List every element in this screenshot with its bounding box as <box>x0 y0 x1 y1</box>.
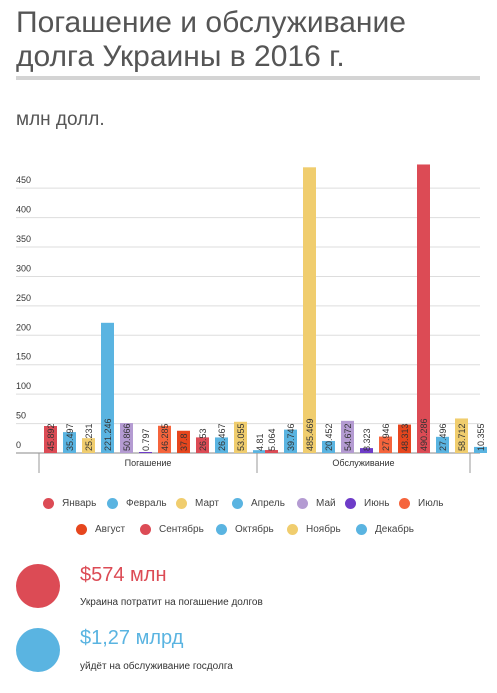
servicing-description: уйдёт на обслуживание госдолга <box>80 661 233 672</box>
y-tick-label: 400 <box>16 205 31 215</box>
bar <box>265 450 278 453</box>
bar <box>120 423 133 453</box>
bar <box>379 436 392 453</box>
data-label: 485.469 <box>305 418 315 451</box>
y-tick-label: 50 <box>16 411 26 421</box>
data-label: 27.496 <box>438 423 448 451</box>
bar <box>436 436 449 453</box>
y-tick-label: 100 <box>16 381 31 391</box>
data-label: 221.246 <box>103 418 113 451</box>
data-label: 0.797 <box>141 428 151 451</box>
title-divider <box>16 76 480 80</box>
bar <box>360 448 373 453</box>
data-label: 10.355 <box>476 423 486 451</box>
y-tick-label: 150 <box>16 352 31 362</box>
repayment-total: $574 млн <box>80 564 167 586</box>
data-label: 46.285 <box>160 423 170 451</box>
y-tick-label: 450 <box>16 175 31 185</box>
data-label: 35.497 <box>65 423 75 451</box>
y-tick-label: 200 <box>16 322 31 332</box>
bar <box>398 424 411 453</box>
data-label: 37.8 <box>179 433 189 451</box>
data-label: 53.055 <box>236 423 246 451</box>
y-tick-label: 250 <box>16 293 31 303</box>
repayment-description: Украина потратит на погашение долгов <box>80 597 263 608</box>
page-title: Погашение и обслуживание долга Украины в… <box>16 6 406 73</box>
bar <box>341 420 354 453</box>
bar <box>284 429 297 453</box>
unit-label: млн долл. <box>16 109 105 130</box>
x-category-label: Обслуживание <box>332 458 394 468</box>
servicing-total: $1,27 млрд <box>80 627 184 649</box>
data-label: 20.452 <box>324 423 334 451</box>
x-category-label: Погашение <box>125 458 172 468</box>
bar <box>44 425 57 453</box>
bar <box>322 440 335 453</box>
bar <box>139 452 152 453</box>
data-label: 54.672 <box>343 423 353 451</box>
bar <box>63 432 76 453</box>
bar <box>455 418 468 453</box>
data-label: 5.064 <box>267 428 277 451</box>
data-label: 39.746 <box>286 423 296 451</box>
data-label: 4.81 <box>255 433 265 451</box>
repayment-circle-icon <box>16 564 60 608</box>
bar <box>303 167 316 453</box>
y-tick-label: 300 <box>16 263 31 273</box>
bar <box>177 430 190 453</box>
data-label: 26.53 <box>198 428 208 451</box>
data-label: 27.946 <box>381 423 391 451</box>
data-label: 25.231 <box>84 423 94 451</box>
data-label: 8.323 <box>362 428 372 451</box>
bar <box>474 446 487 453</box>
bar <box>253 450 266 453</box>
data-label: 50.866 <box>122 423 132 451</box>
bar <box>196 437 209 453</box>
data-label: 26.467 <box>217 423 227 451</box>
bar <box>82 438 95 453</box>
y-tick-label: 0 <box>16 440 21 450</box>
servicing-circle-icon <box>16 628 60 672</box>
bar <box>158 425 171 453</box>
y-tick-label: 350 <box>16 234 31 244</box>
data-label: 490.286 <box>419 418 429 451</box>
data-label: 48.313 <box>400 423 410 451</box>
bar <box>101 322 114 453</box>
bar <box>417 164 430 453</box>
bar <box>215 437 228 453</box>
data-label: 45.892 <box>46 423 56 451</box>
bar <box>234 421 247 453</box>
data-label: 58.712 <box>457 423 467 451</box>
